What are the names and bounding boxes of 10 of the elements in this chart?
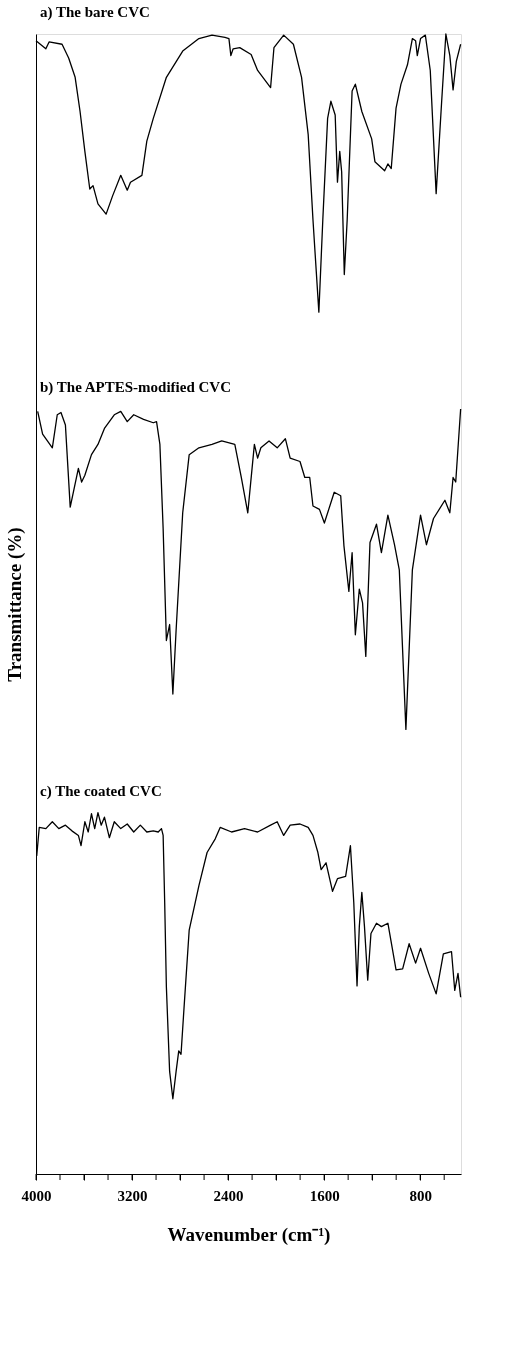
series-label: b) The APTES-modified CVC — [40, 379, 232, 397]
x-tick-label: 2400 — [213, 1187, 244, 1204]
x-tick-label: 4000 — [21, 1187, 52, 1204]
x-tick-label: 800 — [409, 1187, 432, 1204]
x-axis-title: Wavenumber (cm⁻¹) — [167, 1223, 331, 1246]
y-axis-title: Transmittance (%) — [3, 527, 26, 682]
series-label: a) The bare CVC — [40, 4, 150, 21]
x-tick-label: 3200 — [117, 1187, 148, 1204]
x-tick-label: 1600 — [309, 1187, 340, 1204]
series-label: c) The coated CVC — [40, 782, 162, 800]
